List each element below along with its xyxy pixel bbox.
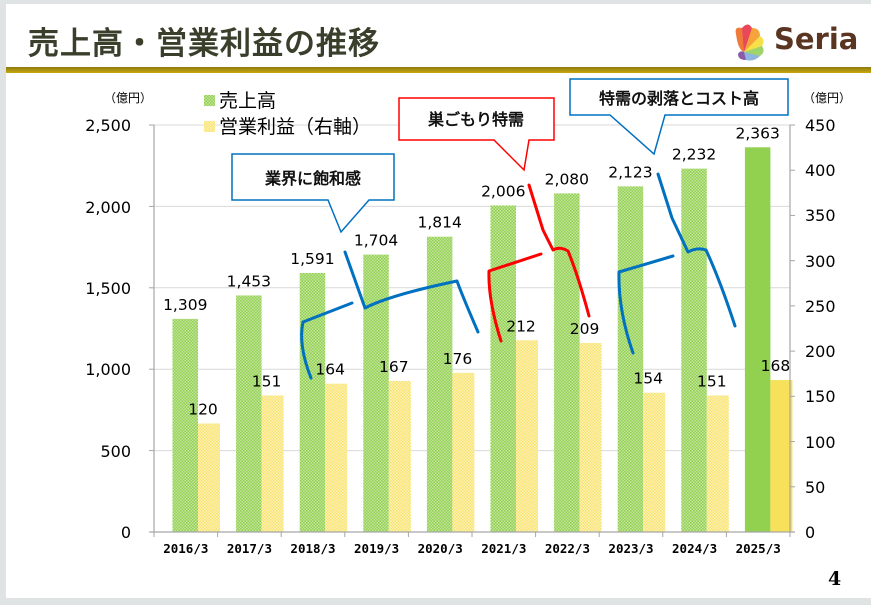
right-tick-label: 300 xyxy=(805,252,836,271)
sales-data-label: 2,123 xyxy=(608,163,652,181)
seria-flower-icon xyxy=(735,24,764,61)
sales-bar xyxy=(554,193,580,532)
x-tick-label: 2016/3 xyxy=(163,541,208,556)
sales-bar xyxy=(744,147,771,533)
left-tick-label: 1,500 xyxy=(85,279,131,298)
saturation-brace-line xyxy=(343,250,480,334)
sales-bar xyxy=(299,272,326,532)
sales-bar xyxy=(236,295,262,532)
x-tick-label: 2023/3 xyxy=(608,541,653,556)
x-tick-label: 2019/3 xyxy=(354,541,399,556)
x-axis-labels: 2016/3 2017/3 2018/3 2019/3 2020/3 2021/… xyxy=(163,541,781,556)
left-axis-labels: 0 500 1,000 1,500 2,000 2,500 xyxy=(85,116,131,542)
sales-bar xyxy=(617,186,644,532)
legend-swatch-sales xyxy=(204,95,215,106)
right-tick-label: 200 xyxy=(805,342,836,361)
profit-data-label: 154 xyxy=(633,370,663,388)
right-axis-unit: （億円） xyxy=(803,91,851,105)
right-tick-label: 400 xyxy=(805,161,836,180)
profit-bar xyxy=(516,340,538,532)
right-tick-label: 50 xyxy=(805,478,825,497)
legend-label-sales: 売上高 xyxy=(219,90,276,112)
right-tick-label: 150 xyxy=(805,387,836,406)
profit-bar xyxy=(770,380,793,532)
sales-data-label: 2,080 xyxy=(545,170,589,188)
cost-brace-line xyxy=(656,172,737,328)
sales-bar xyxy=(172,318,198,532)
bars xyxy=(172,147,793,533)
x-tick-label: 2024/3 xyxy=(672,541,717,556)
callout-cost: 特需の剥落とコスト高 xyxy=(569,78,789,156)
profit-data-label: 209 xyxy=(570,320,600,338)
profit-data-label: 167 xyxy=(379,358,409,376)
nesting-demand-brace-line-left xyxy=(487,252,543,343)
sales-bar xyxy=(363,254,389,532)
x-tick-label: 2025/3 xyxy=(736,541,781,556)
callout-text: 業界に飽和感 xyxy=(264,169,361,188)
profit-bar xyxy=(643,392,666,532)
right-tick-label: 250 xyxy=(805,297,836,316)
callout-nesting-demand: 巣ごもり特需 xyxy=(398,97,555,172)
x-tick-label: 2020/3 xyxy=(418,541,463,556)
legend-label-profit: 営業利益（右軸） xyxy=(219,116,371,138)
profit-data-label: 164 xyxy=(315,361,345,379)
legend: 売上高 営業利益（右軸） xyxy=(204,90,371,138)
title-rule xyxy=(6,67,871,73)
sales-data-label: 1,309 xyxy=(163,296,207,314)
profit-data-label: 120 xyxy=(188,400,218,418)
sales-data-labels: 1,309 1,453 1,591 1,704 1,814 2,006 2,08… xyxy=(163,124,780,314)
cost-brace-line-left xyxy=(617,254,675,355)
sales-bar xyxy=(490,205,516,532)
left-tick-label: 2,000 xyxy=(85,198,131,217)
callout-text: 巣ごもり特需 xyxy=(427,110,524,129)
left-tick-label: 500 xyxy=(100,442,131,461)
right-tick-label: 350 xyxy=(805,206,836,225)
nesting-demand-brace-line xyxy=(527,183,591,318)
left-tick-label: 1,000 xyxy=(85,360,131,379)
x-tick-label: 2021/3 xyxy=(481,541,526,556)
left-axis-unit: （億円） xyxy=(104,91,152,105)
legend-swatch-profit xyxy=(204,121,215,132)
callout-saturation: 業界に飽和感 xyxy=(231,153,395,234)
sales-data-label: 1,591 xyxy=(290,250,334,268)
saturation-brace-line-left xyxy=(300,301,354,380)
profit-data-label: 151 xyxy=(697,372,727,390)
sales-bar xyxy=(681,168,707,532)
profit-data-label: 168 xyxy=(761,357,791,375)
sales-bar xyxy=(426,236,453,533)
right-tick-label: 0 xyxy=(805,523,815,542)
profit-bar xyxy=(198,423,220,532)
left-tick-label: 2,500 xyxy=(85,116,131,135)
axis-ticks xyxy=(149,124,795,537)
right-axis-labels: 0 50 100 150 200 250 300 350 400 450 xyxy=(805,116,836,542)
profit-bar xyxy=(579,342,602,532)
x-tick-label: 2022/3 xyxy=(545,541,590,556)
sales-data-label: 1,814 xyxy=(417,214,461,232)
right-tick-label: 100 xyxy=(805,433,836,452)
right-tick-label: 450 xyxy=(805,116,836,135)
seria-logo: Seria xyxy=(730,22,870,62)
x-tick-label: 2018/3 xyxy=(290,541,335,556)
profit-data-labels: 120 151 164 167 176 212 209 154 151 168 xyxy=(188,317,790,418)
profit-bar xyxy=(325,383,348,532)
profit-data-label: 176 xyxy=(443,350,473,368)
sales-data-label: 2,232 xyxy=(672,146,716,164)
left-tick-label: 0 xyxy=(121,523,131,542)
sales-data-label: 1,453 xyxy=(227,272,271,290)
profit-bar xyxy=(261,395,284,532)
profit-data-label: 151 xyxy=(252,372,282,390)
callout-text: 特需の剥落とコスト高 xyxy=(599,89,759,108)
profit-bar xyxy=(706,395,729,532)
sales-data-label: 2,363 xyxy=(735,124,779,142)
page-title: 売上高・営業利益の推移 xyxy=(28,26,380,62)
profit-bar xyxy=(452,372,475,532)
sales-data-label: 2,006 xyxy=(481,182,525,200)
logo-text: Seria xyxy=(774,22,859,56)
profit-bar xyxy=(388,380,411,532)
x-tick-label: 2017/3 xyxy=(227,541,272,556)
profit-data-label: 212 xyxy=(506,317,536,335)
sales-data-label: 1,704 xyxy=(354,232,398,250)
page-number: 4 xyxy=(828,568,842,590)
